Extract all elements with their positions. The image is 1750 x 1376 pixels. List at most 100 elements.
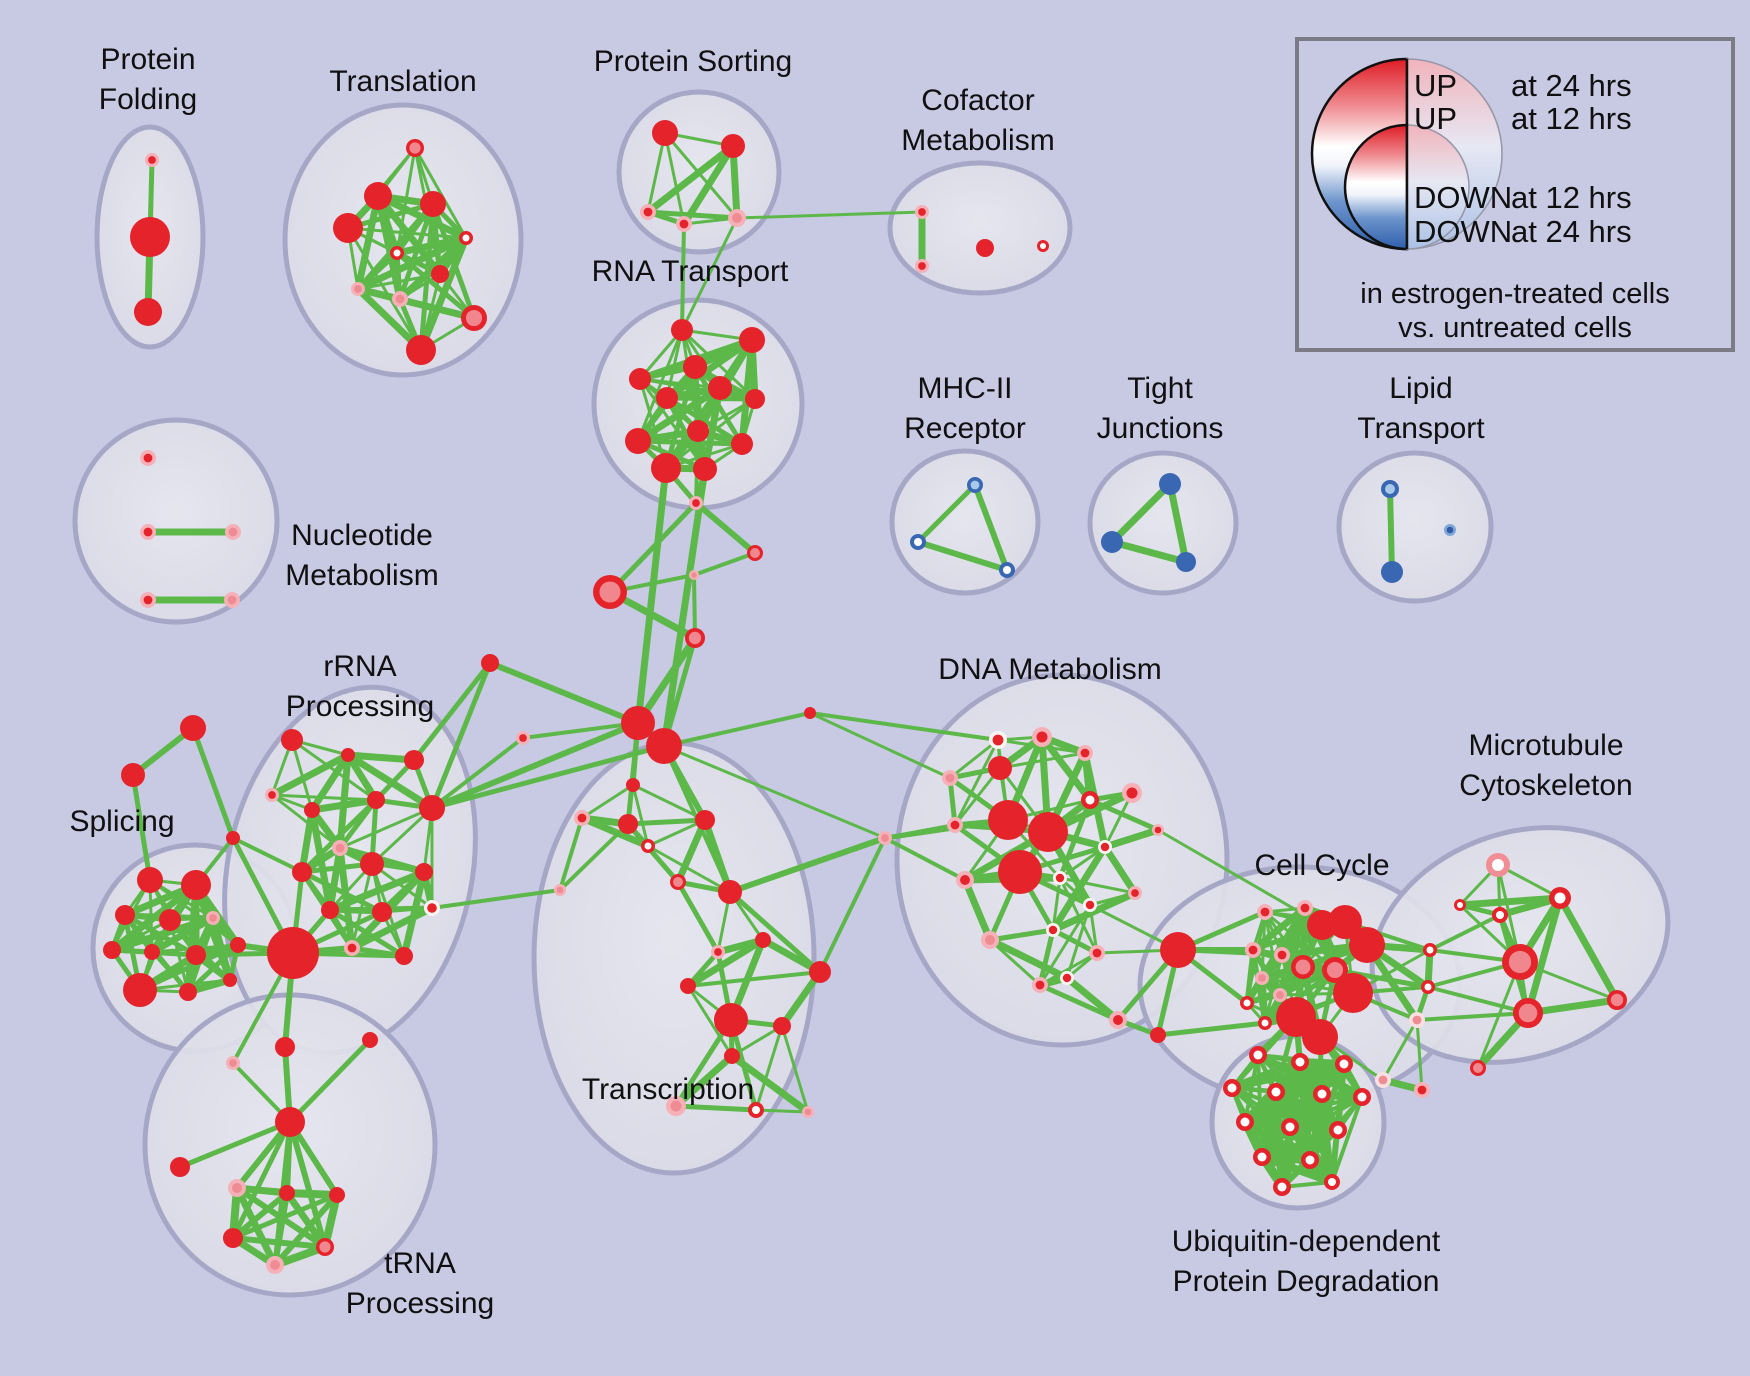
network-edge <box>915 539 1010 573</box>
network-node-center <box>1328 1178 1336 1186</box>
network-node-center <box>268 791 276 799</box>
network-node <box>731 433 753 455</box>
network-edge <box>521 721 640 740</box>
network-edge <box>413 146 468 240</box>
network-node-center <box>1412 1015 1422 1025</box>
network-node-center <box>1518 1003 1538 1023</box>
network-node <box>1328 905 1362 939</box>
network-node-center <box>881 834 889 842</box>
network-node-center <box>1260 907 1270 917</box>
network-node-center <box>1496 911 1504 919</box>
network-node <box>123 973 157 1007</box>
network-node-center <box>1457 902 1463 908</box>
network-node <box>804 707 816 719</box>
network-edge <box>646 818 707 848</box>
network-edge <box>686 984 734 1058</box>
network-node-center <box>1243 999 1251 1007</box>
network-edge <box>1415 1018 1424 1092</box>
network-node <box>304 802 320 818</box>
network-node-center <box>1036 731 1048 743</box>
network-node <box>223 973 237 987</box>
network-node-center <box>1154 826 1162 834</box>
network-edge <box>1050 927 1100 956</box>
network-edge <box>644 142 737 216</box>
network-node-center <box>1055 873 1065 883</box>
network-edge <box>1087 797 1161 833</box>
network-node <box>1349 927 1385 963</box>
network-edge <box>778 968 824 1030</box>
network-edge <box>148 914 217 956</box>
legend-row: UP at 12 hrs <box>1299 99 1731 139</box>
network-edge <box>625 817 708 827</box>
network-edge <box>662 711 812 748</box>
network-node-center <box>148 156 156 164</box>
network-node <box>321 901 339 919</box>
network-edge <box>578 814 652 850</box>
network-node-center <box>1508 950 1532 974</box>
network-edge <box>727 835 888 895</box>
network-node <box>621 706 655 740</box>
network-node <box>130 217 170 257</box>
network-node-center <box>945 773 955 783</box>
network-edge <box>634 634 699 727</box>
network-node <box>721 134 745 158</box>
network-node <box>159 909 181 931</box>
network-edge <box>664 395 745 447</box>
network-edge <box>673 1103 759 1113</box>
network-edge <box>988 938 1042 987</box>
network-node-center <box>143 595 153 605</box>
network-node-center <box>679 219 689 229</box>
network-node-center <box>209 914 217 922</box>
network-edge <box>636 328 684 443</box>
network-edge <box>272 1192 340 1268</box>
network-edge <box>1101 843 1139 897</box>
network-node-center <box>1100 842 1110 852</box>
network-node <box>652 120 678 146</box>
legend-caption-line1: in estrogen-treated cells <box>1360 278 1670 310</box>
network-node-center <box>393 249 401 257</box>
legend-inner-circle-left <box>1343 123 1409 251</box>
cluster-ellipse-lipid-transport <box>1336 450 1494 604</box>
legend-time-label: at 12 hrs <box>1511 180 1632 215</box>
network-edge <box>354 192 382 293</box>
network-node-center <box>1492 859 1504 871</box>
network-edge <box>230 1119 293 1241</box>
network-node <box>223 1228 243 1248</box>
network-node-center <box>1473 1063 1483 1073</box>
network-node <box>275 1037 295 1057</box>
network-node <box>773 1017 791 1035</box>
network-edge <box>1330 1095 1364 1184</box>
network-node <box>1160 932 1196 968</box>
network-node <box>230 937 246 953</box>
network-node <box>626 778 640 792</box>
network-edge <box>998 751 1087 770</box>
network-edge <box>177 1119 293 1170</box>
network-edge <box>558 822 630 892</box>
network-node <box>170 1157 190 1177</box>
network-node <box>179 983 197 1001</box>
network-edge <box>1166 480 1190 566</box>
network-edge <box>344 751 436 812</box>
network-edge <box>680 142 737 228</box>
network-node-center <box>1261 1019 1269 1027</box>
network-node <box>976 239 994 257</box>
network-node <box>275 1107 305 1137</box>
network-node-center <box>1295 1057 1305 1067</box>
network-node <box>988 800 1028 840</box>
network-node <box>372 902 392 922</box>
legend-state-label: UP <box>1414 68 1458 103</box>
network-node <box>618 814 638 834</box>
network-node <box>629 368 651 390</box>
network-edge <box>672 1052 736 1110</box>
network-node <box>226 831 240 845</box>
network-node <box>651 453 681 483</box>
network-node-center <box>1277 950 1287 960</box>
network-edge <box>1415 1011 1530 1022</box>
network-node-center <box>1253 1050 1263 1060</box>
network-node <box>367 791 385 809</box>
network-node-center <box>1285 1122 1295 1132</box>
network-edge <box>953 738 1000 827</box>
cluster-ellipse-nucleotide-metabolism <box>72 417 280 625</box>
network-node <box>718 880 742 904</box>
network-node <box>683 355 707 379</box>
